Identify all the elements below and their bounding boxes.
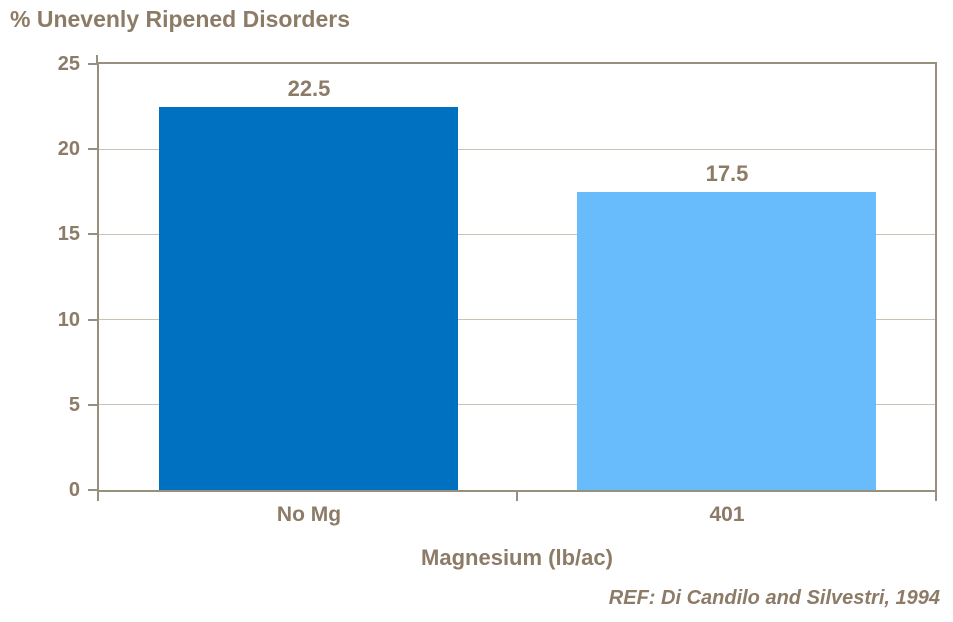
bar-value-label: 22.5 (287, 76, 331, 101)
y-axis-tick-label: 20 (57, 138, 80, 160)
gridline (99, 234, 935, 235)
y-axis-tick-mark (88, 148, 97, 150)
y-axis-tick-label: 5 (68, 394, 80, 416)
x-axis-category-label: 401 (709, 503, 745, 526)
x-axis-category-label: No Mg (276, 503, 342, 526)
bar-value-label: 17.5 (705, 161, 749, 186)
y-axis-tick-mark (88, 404, 97, 406)
chart-title: % Unevenly Ripened Disorders (10, 6, 350, 32)
y-axis-tick-mark (88, 319, 97, 321)
bar-no-mg (159, 107, 458, 490)
y-axis-tick-label: 25 (57, 53, 80, 75)
y-axis-tick-label: 15 (57, 223, 80, 245)
plot-area: 22.5 17.5 (97, 62, 937, 492)
y-axis-tick-mark (88, 63, 97, 65)
gridline (99, 404, 935, 405)
x-axis-tick-mark (516, 492, 518, 501)
y-axis-tick-label: 0 (68, 479, 80, 501)
y-axis-tick-mark (88, 233, 97, 235)
reference-annotation: REF: Di Candilo and Silvestri, 1994 (608, 587, 940, 609)
x-axis-tick-mark (935, 492, 937, 501)
y-axis-end-tick (96, 55, 98, 63)
x-axis-tick-mark (97, 492, 99, 501)
gridline (99, 319, 935, 320)
y-axis-tick-mark (88, 489, 97, 491)
y-axis-tick-label: 10 (57, 309, 80, 331)
x-axis-title: Magnesium (lb/ac) (421, 545, 613, 570)
gridline (99, 149, 935, 150)
bar-401 (577, 192, 876, 490)
